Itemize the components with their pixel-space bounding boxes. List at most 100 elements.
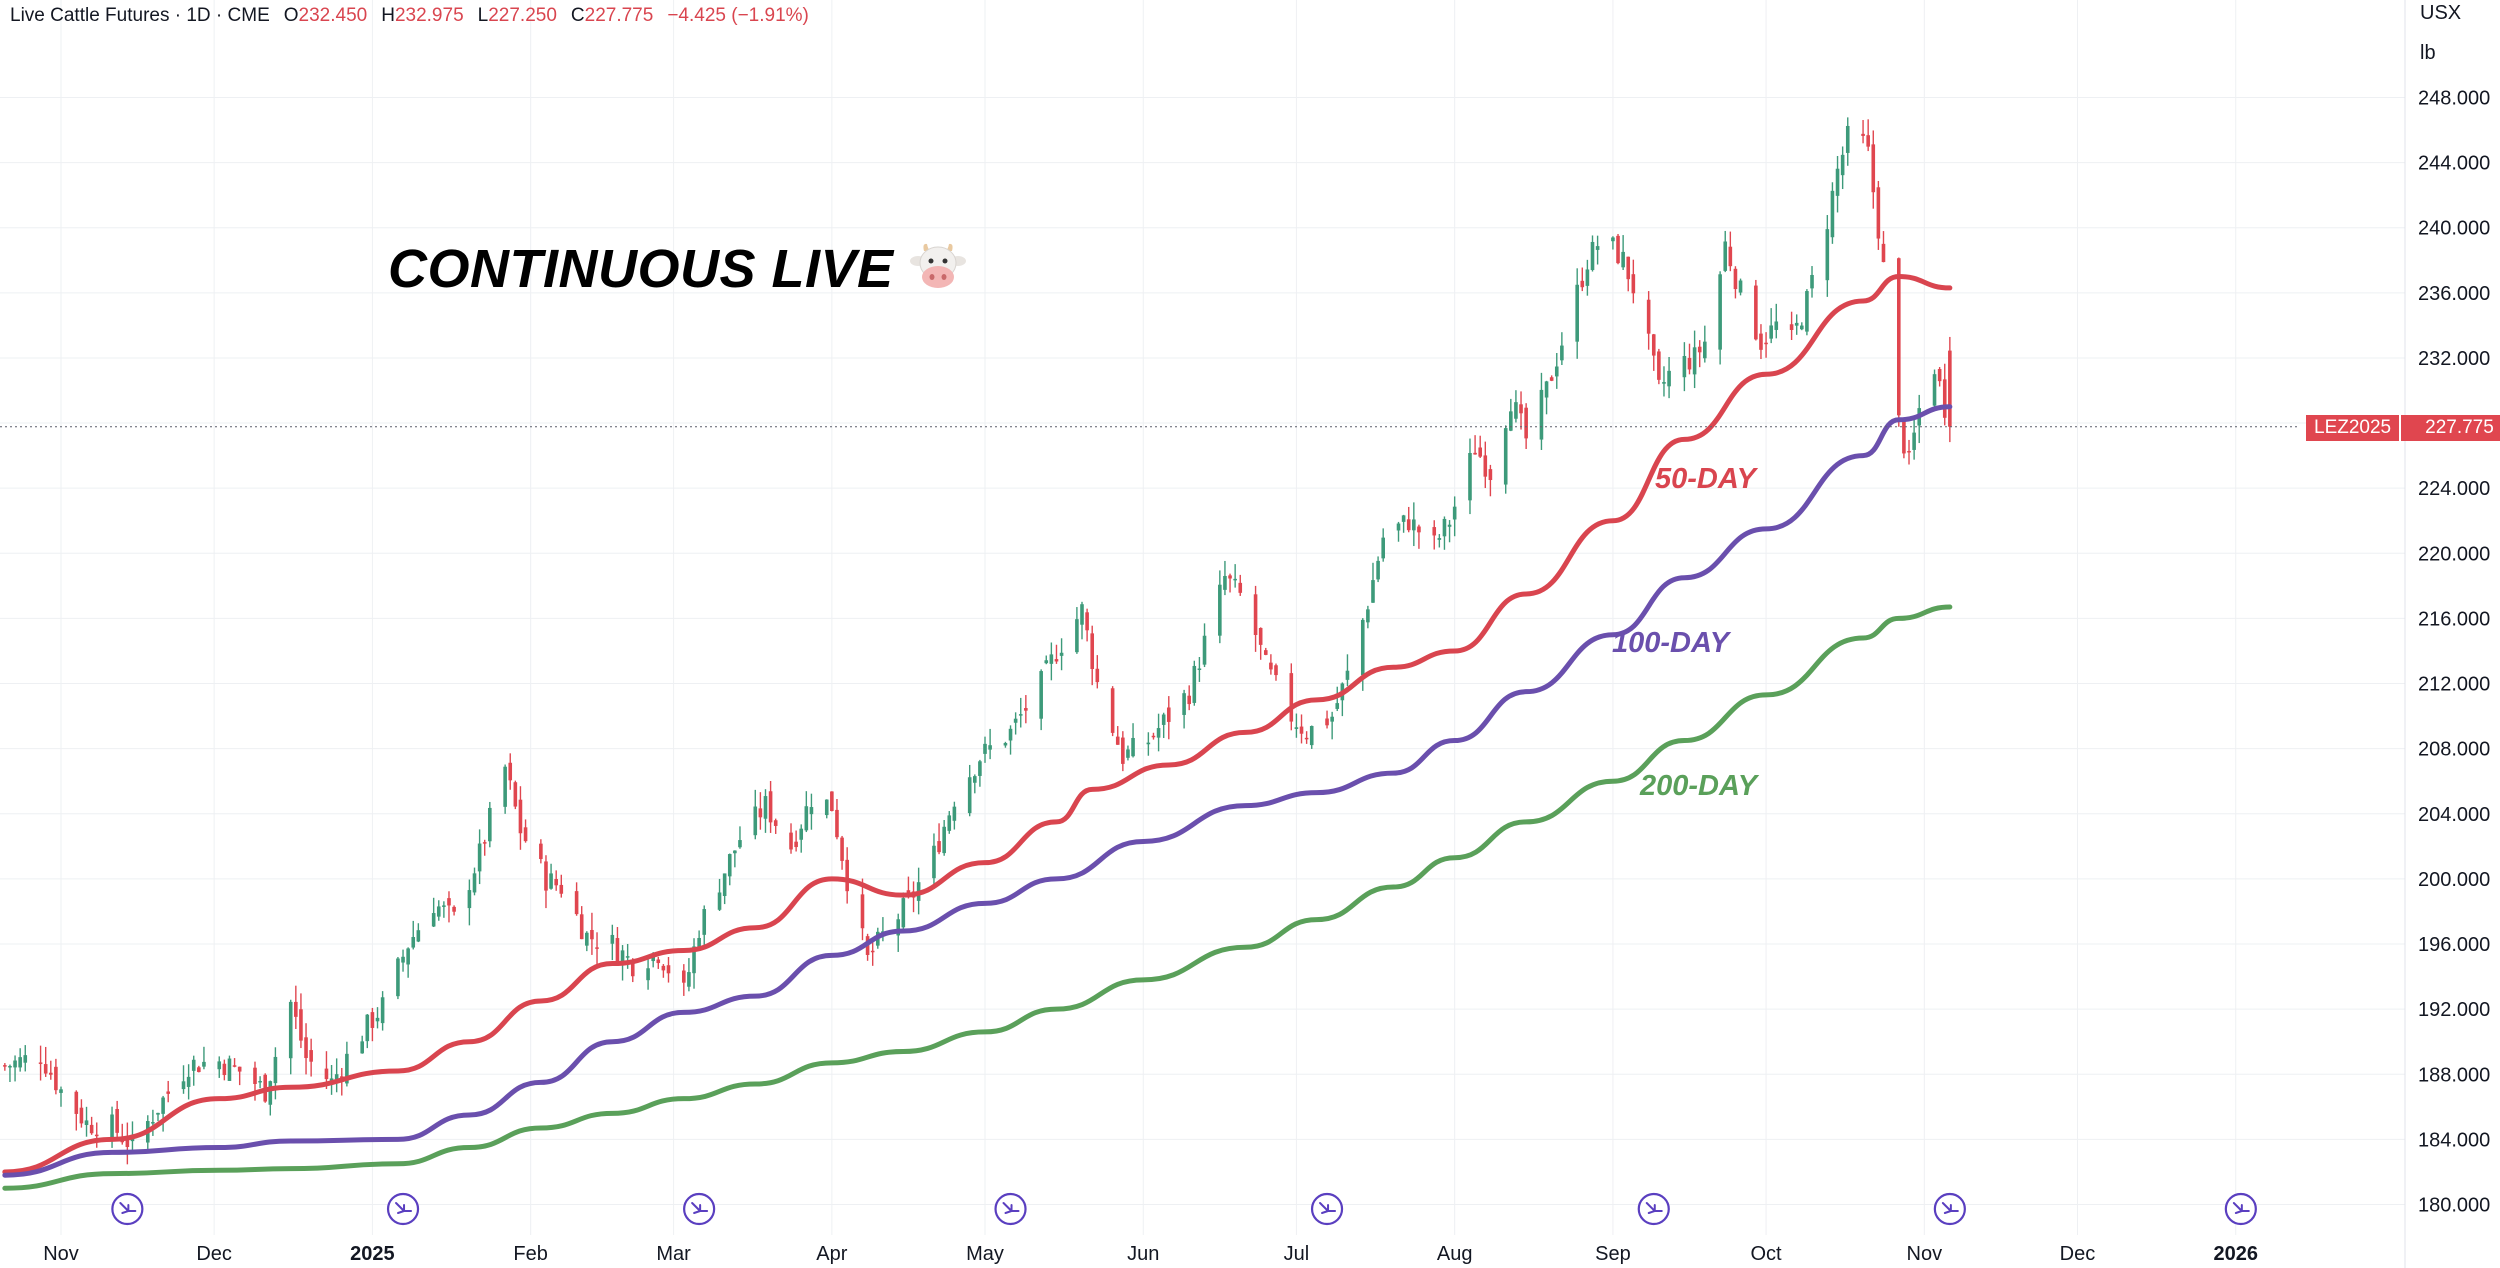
candle-body [1754,285,1758,340]
candle-body [1932,374,1937,406]
candle-body [406,948,410,965]
symbol-title[interactable]: Live Cattle Futures · 1D · CME [10,5,270,26]
ma200-line [2,604,1953,1191]
candle-body [442,905,446,907]
candle-body [513,782,518,807]
candle-body [1018,714,1023,716]
candle-body [1126,749,1130,758]
dividend-arrow-icon[interactable] [2224,1192,2257,1226]
candle-body [222,1063,227,1076]
candle-body [227,1058,232,1081]
candle-body [1554,366,1559,377]
candle-body [554,879,558,886]
candle-body [1840,154,1845,176]
open-label: O [283,5,299,26]
candle-body [217,1061,222,1070]
candle-body [94,1134,99,1137]
candle-body [360,1041,364,1054]
candle-body [1008,728,1013,741]
candle-body [559,884,564,894]
x-tick-label: Mar [656,1243,691,1265]
candle-body [1800,325,1804,330]
candle-body [1646,299,1651,334]
candle-body [722,873,727,897]
candle-body [1075,619,1079,653]
dividend-arrow-icon[interactable] [1310,1192,1344,1226]
candle-body [232,1065,237,1067]
candle-body [682,970,686,983]
dividend-arrow-icon[interactable] [386,1192,420,1226]
candle-body [1764,342,1768,345]
dividend-arrow-icon[interactable] [1933,1192,1966,1226]
candle-body [620,950,625,964]
y-tick-label: 236.000 [2418,283,2490,305]
candle-body [166,1091,171,1094]
candle-body [436,906,441,917]
candle-body [345,1053,349,1084]
candle-body [1432,527,1437,536]
candle-body [156,1112,160,1115]
candle-body [375,1017,380,1022]
candle-body [253,1067,257,1084]
candle-body [1468,453,1472,501]
candle-body [860,894,865,929]
candle-body [74,1091,79,1114]
candle-body [1330,716,1334,722]
y-tick-label: 208.000 [2418,739,2490,761]
currency-label[interactable]: USX [2420,2,2462,24]
candle-body [452,906,456,912]
candle-body [508,762,513,781]
candle-body [3,1065,7,1067]
x-tick-label: Apr [816,1243,847,1265]
dividend-arrow-icon[interactable] [1637,1192,1670,1226]
chart-header: Live Cattle Futures · 1D · CME O232.450 H2… [10,2,809,30]
y-tick-label: 192.000 [2418,999,2490,1021]
candle-body [585,932,589,946]
candle-body [1907,450,1911,453]
candle-body [625,956,630,958]
candle-body [773,820,778,826]
candle-body [1299,726,1304,734]
candle-body [309,1050,313,1062]
x-tick-label: Jun [1127,1243,1159,1265]
candle-body [1085,612,1089,631]
candle-body [1682,356,1687,378]
candle-body [339,1076,344,1078]
ma100-label: 100-DAY [1612,627,1729,660]
dividend-arrow-icon[interactable] [111,1192,144,1226]
candle-body [89,1124,94,1134]
candle-body [1289,673,1294,722]
candle-body [411,937,416,948]
candle-body [523,827,528,842]
candle-body [202,1061,206,1067]
close-value: 227.775 [584,5,654,26]
candle-body [1013,718,1018,723]
candle-body [1621,251,1625,268]
dividend-arrow-icon[interactable] [683,1192,716,1226]
candle-body [1692,347,1697,375]
x-tick-label: May [966,1243,1004,1265]
candle-body [1595,246,1600,250]
candle-body [972,776,977,783]
candle-body [334,1074,339,1080]
candle-body [370,1012,375,1028]
ma100-label-text: 100-DAY [1612,627,1730,659]
candle-body [1503,428,1508,485]
unit-label[interactable]: lb [2420,42,2436,64]
candle-body [1039,671,1043,719]
candle-body [845,859,849,892]
candle-body [763,796,768,819]
last-price-tag: LEZ2025 227.775 [2306,415,2500,441]
candle-body [23,1055,28,1063]
candle-body [1830,190,1835,238]
candle-body [1897,258,1901,416]
candle-body [1718,274,1722,350]
candle-body [1667,370,1671,387]
candle-body [1723,241,1728,271]
candle-body [324,1068,329,1080]
candle-body [1937,369,1942,382]
dividend-arrow-icon[interactable] [994,1192,1027,1226]
candle-body [186,1076,191,1087]
candle-body [1948,350,1952,427]
